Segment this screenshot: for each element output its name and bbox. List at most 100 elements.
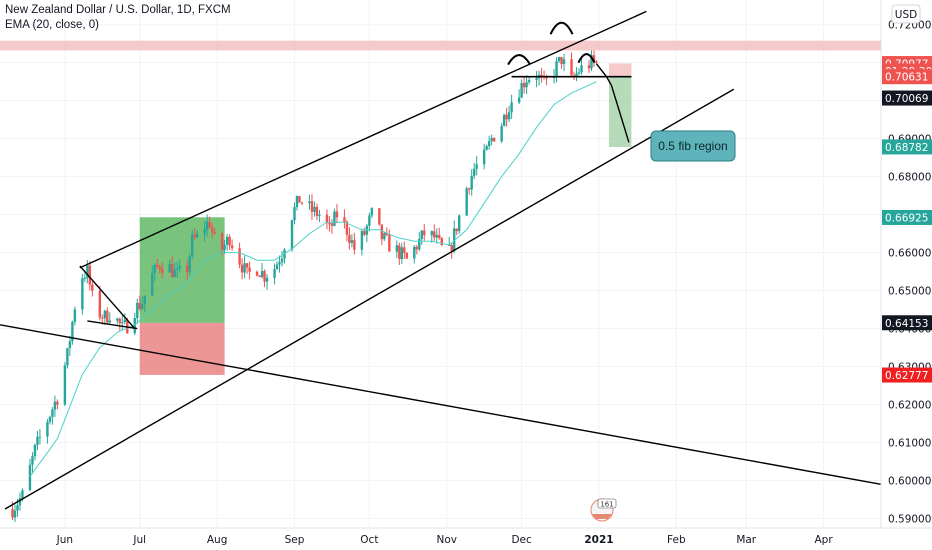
candle-body [350,240,354,243]
candle-body [295,196,299,208]
watermark: 161 [590,498,617,522]
candle-body [255,271,259,276]
candle-body [455,228,458,232]
candle-body [435,234,438,238]
candle-body [240,264,244,273]
y-tick-label: 0.65000 [888,286,931,298]
candle-body [230,245,234,249]
time-axis[interactable]: Jun Jul Aug Sep Oct Nov Dec 2021 Feb Mar Apr [56,534,834,546]
candle-body [370,208,374,216]
candle-body [118,318,121,324]
candle-body [300,202,304,204]
head-arc [549,21,574,35]
x-tick-label: 2021 [584,534,613,546]
candle-body [98,290,102,318]
head-shoulder-arcs [507,21,596,66]
candle-body [398,245,401,259]
candle-body [555,61,558,77]
candle-body [210,227,214,232]
candle-body [158,266,161,269]
candle-body [587,65,591,69]
candle-body [388,234,391,252]
price-tag [882,315,932,331]
indicator-label[interactable]: EMA (20, close, 0) [5,19,99,31]
x-tick-label: Mar [736,534,756,546]
candle-body [527,80,531,83]
long-loss-zone [139,322,225,375]
upper-channel-line [79,10,647,269]
projection-layer [595,63,630,143]
price-tag-label: 0.70069 [885,93,928,105]
candle-body [517,97,521,103]
candle-body [193,234,196,238]
x-tick-label: Oct [360,534,378,546]
candle-body [278,262,281,265]
candle-body [168,264,171,273]
candle-body [223,244,226,250]
candle-body [238,248,241,265]
candle-body [66,348,69,366]
candle-body [545,77,548,79]
candle-body [433,231,436,238]
candle-body [106,310,109,323]
candle-body [502,114,506,126]
candle-body [248,267,251,272]
candle-body [595,61,598,63]
price-tag-label: 0.70631 [885,72,928,84]
candle-body [450,244,453,251]
candle-body [440,238,443,246]
candle-body [415,246,418,250]
price-tag [882,209,932,225]
candle-body [203,229,206,234]
candle-body [116,318,119,321]
candle-body [535,78,538,81]
candle-body [68,341,72,349]
price-tag [882,367,932,383]
candle-body [590,55,593,69]
candle-body [293,207,296,221]
trendlines[interactable] [0,10,882,510]
candle-body [577,72,581,74]
candle-body [225,236,229,245]
candle-body [213,231,216,234]
candle-body [121,322,124,324]
candle-body [103,310,107,319]
candle-body [38,436,42,438]
candle-body [91,284,94,291]
candle-body [492,137,496,142]
price-tag-label: 0.66925 [885,212,928,224]
candle-body [63,365,67,405]
candle-body [185,265,189,273]
candle-body [205,221,209,230]
y-tick-label: 0.59000 [888,514,931,526]
candle-body [260,271,264,278]
candle-body [275,264,279,270]
candle-body [16,505,19,511]
watermark-badge-text: 161 [600,501,613,509]
watermark-ship-icon [592,514,612,519]
candle-body [520,83,523,98]
y-tick-label: 0.60000 [888,476,931,488]
projected-path [595,63,630,143]
candle-body [243,263,246,273]
candle-body [470,175,473,190]
y-tick-label: 0.62000 [888,400,931,412]
left-shoulder-arc [507,54,531,66]
candle-body [48,416,52,422]
candle-body [507,112,511,120]
x-tick-label: Jul [132,534,146,546]
candle-body [562,59,566,65]
x-tick-label: Feb [667,534,686,546]
candle-body [86,265,89,279]
candle-body [151,273,154,296]
candle-body [21,490,24,499]
symbol-title[interactable]: New Zealand Dollar / U.S. Dollar, 1D, FX… [5,4,231,16]
x-tick-label: Sep [285,534,305,546]
candle-body [136,302,139,319]
annotation-layer[interactable]: 0.5 fib region [650,130,736,162]
zones [0,40,881,375]
price-tag [882,90,932,106]
candle-body [328,223,331,225]
candle-body [108,320,112,323]
